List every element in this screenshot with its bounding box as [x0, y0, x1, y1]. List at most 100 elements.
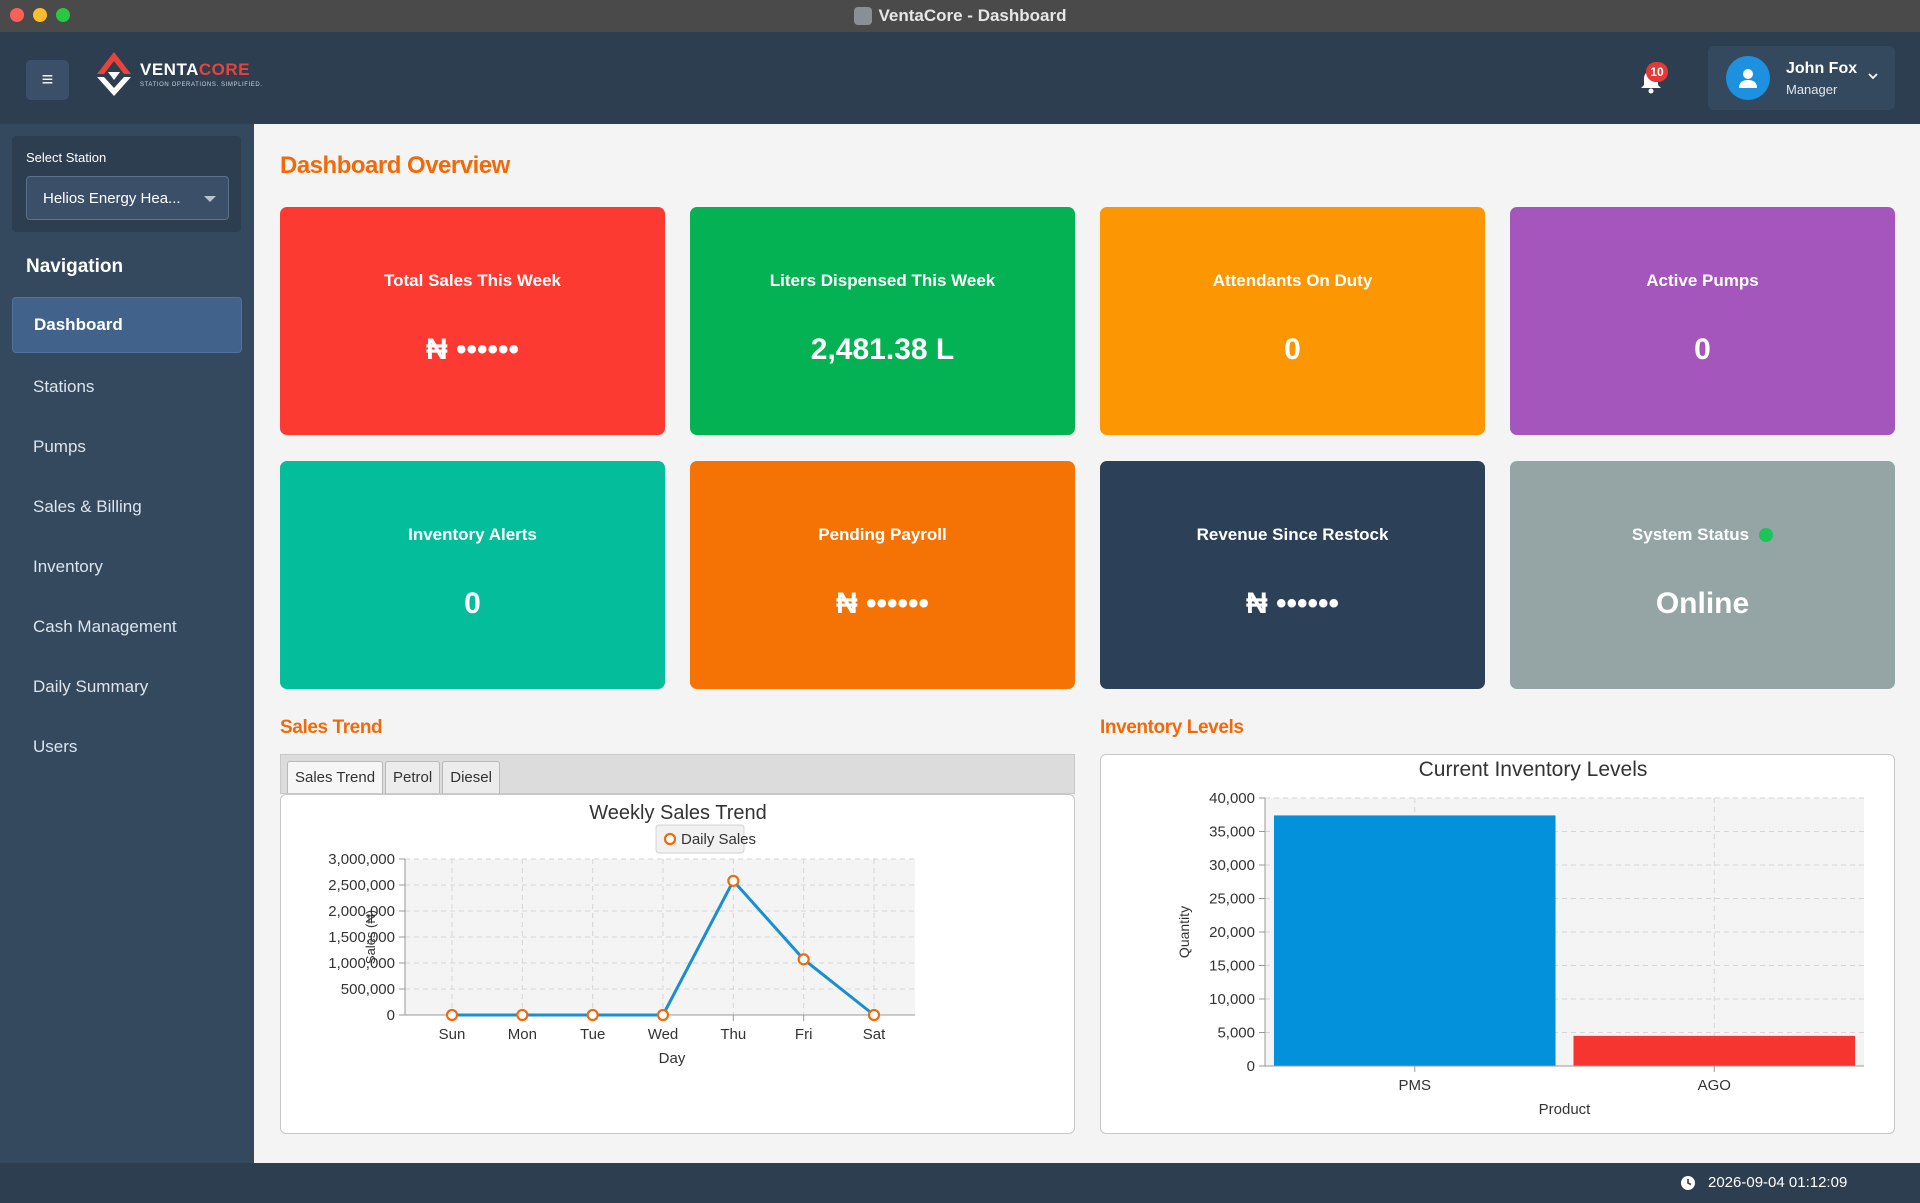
page-title: Dashboard Overview: [280, 152, 510, 179]
sidebar-item-sales-billing[interactable]: Sales & Billing: [33, 497, 142, 516]
y-tick-label: 20,000: [1209, 924, 1255, 941]
x-tick-label: Mon: [508, 1026, 537, 1043]
inventory-levels-heading: Inventory Levels: [1100, 717, 1244, 738]
menu-toggle-button[interactable]: ≡: [26, 60, 69, 100]
weekly-sales-chart-panel: Weekly Sales Trend Daily Sales 0 500,000 1,0…: [280, 794, 1075, 1134]
system-status-card[interactable]: System Status Online: [1510, 461, 1895, 689]
close-window-button[interactable]: [10, 8, 24, 22]
card-value: ₦ ••••••: [835, 587, 930, 620]
data-point: [586, 1008, 599, 1022]
y-tick-label: 5,000: [1217, 1025, 1255, 1042]
active-pumps-card[interactable]: Active Pumps 0: [1510, 207, 1895, 435]
legend-marker: [663, 832, 677, 846]
user-menu[interactable]: John Fox Manager: [1708, 46, 1895, 110]
liters-dispensed-card[interactable]: Liters Dispensed This Week 2,481.38 L: [690, 207, 1075, 435]
tab-sales-trend[interactable]: Sales Trend: [287, 761, 384, 793]
y-tick-label: 35,000: [1209, 824, 1255, 841]
chart-title: Weekly Sales Trend: [589, 802, 767, 824]
x-tick-label: Tue: [580, 1026, 605, 1043]
y-tick-label: 25,000: [1209, 891, 1255, 908]
window-controls: [10, 8, 70, 22]
sales-trend-heading: Sales Trend: [280, 717, 383, 738]
sidebar-item-stations[interactable]: Stations: [33, 377, 95, 396]
sidebar-item-cash-management[interactable]: Cash Management: [33, 617, 177, 636]
zoom-window-button[interactable]: [56, 8, 70, 22]
minimize-window-button[interactable]: [33, 8, 47, 22]
window-title: VentaCore - Dashboard: [878, 6, 1067, 25]
sidebar-item-users[interactable]: Users: [33, 737, 78, 756]
y-tick-label: 0: [387, 1007, 395, 1024]
card-label: Pending Payroll: [818, 525, 947, 544]
sidebar-item-daily-summary[interactable]: Daily Summary: [33, 677, 149, 696]
chevron-down-icon[interactable]: [1867, 70, 1879, 82]
y-axis-label: Quantity: [1176, 906, 1192, 958]
user-role: Manager: [1786, 81, 1838, 97]
card-label: Attendants On Duty: [1212, 271, 1373, 290]
app-icon: [853, 7, 872, 25]
chart-title: Current Inventory Levels: [1419, 758, 1648, 781]
nav-list: Dashboard Stations Pumps Sales & Billing…: [12, 297, 242, 777]
card-value: ₦ ••••••: [1245, 587, 1340, 620]
station-select[interactable]: Helios Energy Hea...: [26, 176, 229, 220]
y-tick-label: 10,000: [1209, 991, 1255, 1008]
y-axis-label: Sales (₦): [363, 910, 378, 964]
card-label: Inventory Alerts: [408, 525, 537, 544]
x-tick-label: Fri: [795, 1026, 813, 1043]
y-tick-label: 2,500,000: [328, 877, 395, 894]
card-value: 2,481.38 L: [810, 333, 955, 366]
status-online-dot-icon: [1759, 528, 1774, 542]
notification-count-badge: 10: [1646, 62, 1668, 82]
card-label: Liters Dispensed This Week: [769, 271, 996, 290]
nav-heading: Navigation: [26, 256, 124, 277]
card-label: Active Pumps: [1646, 271, 1759, 290]
station-selector-panel: Select Station Helios Energy Hea...: [12, 136, 241, 232]
clock-icon: [1681, 1175, 1695, 1190]
data-point: [727, 874, 740, 887]
x-tick-label: PMS: [1398, 1077, 1431, 1094]
x-tick-label: AGO: [1698, 1077, 1731, 1094]
hamburger-icon: ≡: [41, 68, 54, 91]
x-tick-label: Sat: [863, 1026, 886, 1043]
status-footer: 2026-09-04 01:12:09: [0, 1163, 1920, 1203]
window-title-wrap: VentaCore - Dashboard: [853, 6, 1067, 26]
y-tick-label: 1,000,000: [328, 955, 395, 972]
total-sales-card[interactable]: Total Sales This Week ₦ ••••••: [280, 207, 665, 435]
pending-payroll-card[interactable]: Pending Payroll ₦ ••••••: [690, 461, 1075, 689]
revenue-since-restock-card[interactable]: Revenue Since Restock ₦ ••••••: [1100, 461, 1485, 689]
user-icon: [1739, 69, 1757, 88]
x-tick-label: Thu: [720, 1026, 746, 1043]
logo: VENTACORE STATION OPERATIONS. SIMPLIFIED…: [94, 50, 263, 98]
tab-petrol[interactable]: Petrol: [385, 761, 441, 793]
bar-pms: [1273, 815, 1556, 1066]
data-point: [516, 1008, 529, 1022]
y-tick-label: 1,500,000: [328, 929, 395, 946]
inventory-levels-chart: Current Inventory Levels 0 5,000 10,000 15,0…: [1176, 758, 1864, 1118]
logo-mark-icon: [97, 52, 131, 96]
y-tick-label: 40,000: [1209, 790, 1255, 807]
card-value: 0: [1694, 333, 1711, 366]
window-titlebar: VentaCore - Dashboard: [0, 0, 1920, 32]
tab-diesel[interactable]: Diesel: [442, 761, 500, 793]
sidebar-item-dashboard[interactable]: Dashboard: [12, 297, 242, 353]
main-content: Dashboard Overview Total Sales This Week…: [254, 124, 1920, 1163]
inventory-chart-panel: Current Inventory Levels 0 5,000 10,000 15,0…: [1100, 754, 1895, 1134]
attendants-on-duty-card[interactable]: Attendants On Duty 0: [1100, 207, 1485, 435]
data-point: [797, 953, 810, 966]
sidebar-item-inventory[interactable]: Inventory: [33, 557, 103, 576]
bar-ago: [1573, 1035, 1856, 1066]
inventory-alerts-card[interactable]: Inventory Alerts 0: [280, 461, 665, 689]
chart-legend: [655, 824, 745, 854]
card-value: 0: [464, 587, 481, 620]
data-point: [656, 1008, 670, 1022]
sidebar-item-pumps[interactable]: Pumps: [33, 437, 86, 456]
card-value: 0: [1284, 333, 1301, 366]
data-point: [867, 1008, 881, 1022]
selected-station: Helios Energy Hea...: [43, 189, 181, 207]
logo-tagline: STATION OPERATIONS. SIMPLIFIED.: [140, 82, 263, 88]
y-tick-label: 15,000: [1209, 958, 1255, 975]
x-tick-label: Sun: [439, 1026, 466, 1043]
card-value: Online: [1655, 587, 1750, 620]
user-name: John Fox: [1786, 59, 1858, 77]
x-axis-label: Product: [1539, 1101, 1592, 1118]
card-value: ₦ ••••••: [425, 333, 520, 366]
